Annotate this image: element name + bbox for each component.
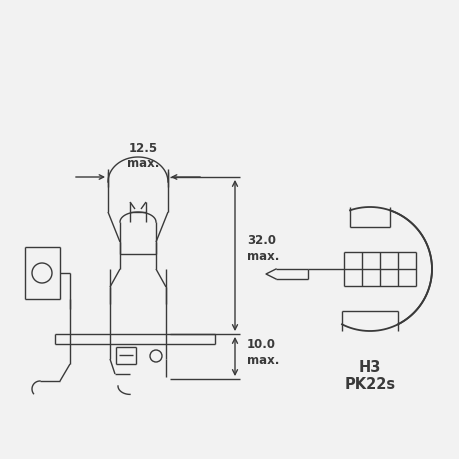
Text: 12.5
max.: 12.5 max. xyxy=(127,142,159,170)
Text: H3: H3 xyxy=(358,359,381,374)
Text: 10.0
max.: 10.0 max. xyxy=(246,338,279,366)
Text: PK22s: PK22s xyxy=(344,376,395,391)
Text: 32.0
max.: 32.0 max. xyxy=(246,234,279,262)
